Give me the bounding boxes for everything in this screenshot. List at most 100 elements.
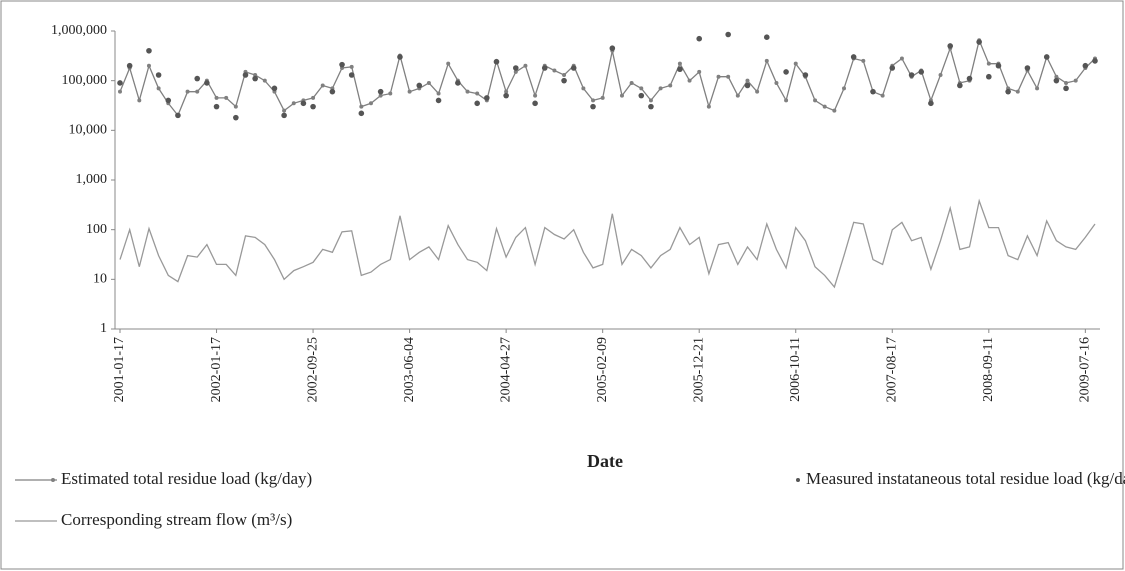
point xyxy=(504,89,509,94)
point xyxy=(474,100,480,107)
point xyxy=(570,65,577,71)
point xyxy=(861,58,866,63)
point xyxy=(1073,78,1078,83)
point xyxy=(629,80,634,85)
point xyxy=(745,78,750,83)
point xyxy=(658,86,663,91)
point xyxy=(783,69,789,75)
point xyxy=(755,89,760,94)
point xyxy=(465,89,470,94)
point xyxy=(609,45,616,52)
point xyxy=(725,31,731,38)
point xyxy=(561,77,567,84)
x-tick-label: 2002-09-25 xyxy=(305,337,320,402)
point xyxy=(204,80,210,86)
point xyxy=(802,72,809,78)
point xyxy=(744,82,751,89)
point xyxy=(194,75,201,82)
point xyxy=(726,74,731,79)
y-tick-label: 10,000 xyxy=(69,123,108,138)
point xyxy=(986,61,991,66)
point xyxy=(126,62,133,69)
legend-marker xyxy=(796,478,800,482)
point xyxy=(416,82,423,89)
y-tick-label: 1 xyxy=(100,321,107,336)
point xyxy=(484,95,490,101)
point xyxy=(966,75,973,82)
point xyxy=(619,93,624,98)
legend-label: Estimated total residue load (kg/day) xyxy=(61,469,312,488)
x-tick-label: 2006-10-11 xyxy=(788,337,803,402)
point xyxy=(311,95,316,100)
series-line xyxy=(119,38,1096,117)
point xyxy=(339,61,345,68)
point xyxy=(282,108,287,113)
point xyxy=(784,98,789,103)
point xyxy=(493,58,500,65)
point xyxy=(195,89,200,94)
point xyxy=(155,72,162,78)
point xyxy=(281,112,287,119)
point xyxy=(639,86,644,91)
x-tick-label: 2005-12-21 xyxy=(691,337,706,402)
point xyxy=(185,89,190,94)
point xyxy=(513,69,518,74)
point xyxy=(377,88,384,95)
point xyxy=(918,69,925,75)
point xyxy=(436,91,441,96)
point xyxy=(523,63,528,68)
legend-marker xyxy=(51,478,55,482)
point xyxy=(842,86,847,91)
point xyxy=(503,92,509,99)
point xyxy=(349,64,354,69)
point xyxy=(435,97,442,104)
point xyxy=(1043,54,1050,60)
point xyxy=(242,72,249,78)
x-tick-label: 2001-01-17 xyxy=(112,337,127,402)
point xyxy=(1092,58,1098,64)
point xyxy=(512,65,519,71)
point xyxy=(165,97,172,104)
point xyxy=(638,92,645,99)
point xyxy=(388,91,393,96)
point xyxy=(735,93,740,98)
legend-label: Corresponding stream flow (m³/s) xyxy=(61,510,292,529)
x-tick-label: 2008-09-11 xyxy=(981,337,996,402)
point xyxy=(995,62,1002,69)
y-tick-label: 100,000 xyxy=(62,73,108,88)
point xyxy=(532,100,538,107)
point xyxy=(1024,65,1031,71)
point xyxy=(677,61,682,66)
point xyxy=(397,54,403,60)
point xyxy=(716,74,721,79)
point xyxy=(832,108,837,113)
point xyxy=(300,100,307,107)
point xyxy=(957,82,963,89)
point xyxy=(252,75,258,82)
point xyxy=(329,88,336,95)
point xyxy=(475,91,480,96)
point xyxy=(562,73,567,78)
point xyxy=(822,104,827,109)
point xyxy=(175,112,181,119)
point xyxy=(581,86,586,91)
point xyxy=(774,80,779,85)
legend-label: Measured instataneous total residue load… xyxy=(806,469,1125,488)
point xyxy=(600,95,605,100)
y-tick-label: 100 xyxy=(86,222,107,237)
point xyxy=(224,95,229,100)
point xyxy=(310,103,316,110)
point xyxy=(137,98,142,103)
point xyxy=(533,93,538,98)
point xyxy=(146,47,152,54)
point xyxy=(763,34,770,41)
x-tick-label: 2009-07-16 xyxy=(1078,337,1093,402)
point xyxy=(271,85,278,92)
point xyxy=(1053,77,1060,84)
point xyxy=(359,104,364,109)
point xyxy=(1015,89,1020,94)
point xyxy=(214,95,219,100)
point xyxy=(706,104,711,109)
